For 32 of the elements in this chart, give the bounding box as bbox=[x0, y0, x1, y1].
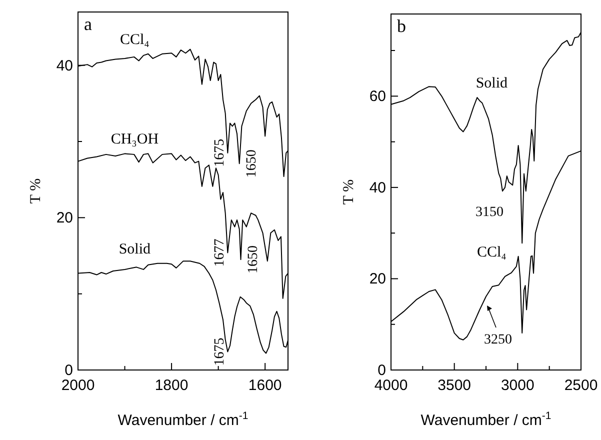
y-tick-label: 20 bbox=[56, 210, 73, 227]
y-tick-label: 20 bbox=[369, 270, 386, 288]
x-tick-label: 3000 bbox=[500, 377, 534, 394]
x-tick-label: 1600 bbox=[248, 377, 282, 394]
y-tick-label: 60 bbox=[369, 88, 386, 106]
annotation: b bbox=[397, 16, 406, 36]
x-tick-label: 1800 bbox=[154, 377, 188, 394]
y-tick-label: 0 bbox=[64, 362, 73, 379]
annotation: 1675 bbox=[212, 338, 228, 366]
annotation: 3150 bbox=[475, 205, 504, 220]
series-label: CCl₄ bbox=[120, 32, 150, 48]
annotation: 1675 bbox=[212, 138, 228, 167]
x-tick-label: 2000 bbox=[61, 377, 95, 394]
y-tick-label: 40 bbox=[56, 57, 73, 74]
annotation: 1650 bbox=[244, 150, 260, 178]
y-axis-title: T % bbox=[28, 178, 44, 204]
y-tick-label: 0 bbox=[378, 362, 386, 379]
series-label: Solid bbox=[118, 241, 152, 258]
series-label: Solid bbox=[476, 76, 508, 92]
x-tick-label: 2500 bbox=[564, 377, 598, 394]
x-tick-label: 4000 bbox=[374, 377, 408, 394]
annotation: 3250 bbox=[484, 332, 512, 348]
y-tick-label: 40 bbox=[369, 179, 386, 196]
series-label: CH₃OH bbox=[110, 132, 159, 148]
annotation: a bbox=[84, 14, 92, 34]
annotation: 1650 bbox=[246, 246, 261, 274]
x-axis-title: Wavenumber / cm$^{-1}$ bbox=[420, 410, 552, 429]
series-label: CCl₄ bbox=[476, 244, 506, 260]
y-axis-title: T % bbox=[341, 179, 357, 205]
x-tick-label: 3500 bbox=[438, 377, 472, 394]
x-axis-title: Wavenumber / cm$^{-1}$ bbox=[118, 410, 248, 429]
annotation: 1677 bbox=[212, 238, 228, 267]
